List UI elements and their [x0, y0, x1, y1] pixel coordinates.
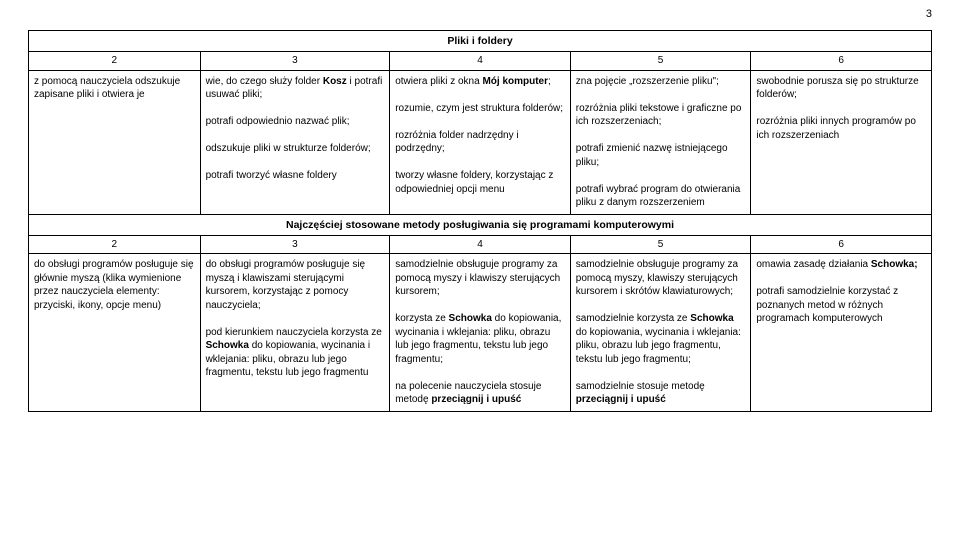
bold-text: Schowka [449, 313, 492, 324]
col-num: 4 [390, 235, 571, 254]
text: swobodnie porusza się po strukturze fold… [756, 76, 918, 101]
page-number: 3 [926, 8, 932, 20]
cell: swobodnie porusza się po strukturze fold… [751, 70, 932, 214]
section-header-row: Pliki i foldery [29, 31, 932, 52]
text: rozróżnia folder nadrzędny i podrzędny; [395, 130, 518, 155]
text: potrafi odpowiednio nazwać plik; [206, 116, 350, 127]
cell: omawia zasadę działania Schowka; potrafi… [751, 254, 932, 412]
col-num: 6 [751, 235, 932, 254]
cell: samodzielnie obsługuje programy za pomoc… [570, 254, 751, 412]
text: potrafi samodzielnie korzystać z poznany… [756, 286, 898, 324]
col-num: 4 [390, 52, 571, 71]
col-num: 5 [570, 52, 751, 71]
text: omawia zasadę działania [756, 259, 871, 270]
bold-text: Mój komputer [482, 76, 548, 87]
text: potrafi zmienić nazwę istniejącego pliku… [576, 143, 728, 168]
col-num: 2 [29, 235, 201, 254]
col-num: 5 [570, 235, 751, 254]
text: rozumie, czym jest struktura folderów; [395, 103, 563, 114]
col-num: 3 [200, 52, 390, 71]
text: pod kierunkiem nauczyciela korzysta ze [206, 327, 382, 338]
text: korzysta ze [395, 313, 448, 324]
text: samodzielnie obsługuje programy za pomoc… [395, 259, 560, 297]
bold-text: Schowka [690, 313, 733, 324]
text: do obsługi programów posługuje się główn… [34, 259, 194, 311]
bold-text: Schowka [206, 340, 249, 351]
number-row: 2 3 4 5 6 [29, 235, 932, 254]
text: do obsługi programów posługuje się myszą… [206, 259, 366, 311]
text: tworzy własne foldery, korzystając z odp… [395, 170, 553, 195]
text: potrafi tworzyć własne foldery [206, 170, 337, 181]
cell: zna pojęcie „rozszerzenie pliku"; rozróż… [570, 70, 751, 214]
cell: do obsługi programów posługuje się główn… [29, 254, 201, 412]
col-num: 6 [751, 52, 932, 71]
cell: otwiera pliki z okna Mój komputer; rozum… [390, 70, 571, 214]
content-table: Pliki i foldery 2 3 4 5 6 z pomocą naucz… [28, 30, 932, 412]
bold-text: przeciągnij i upuść [576, 394, 666, 405]
col-num: 3 [200, 235, 390, 254]
text: samodzielnie korzysta ze [576, 313, 691, 324]
text: otwiera pliki z okna [395, 76, 482, 87]
text: wie, do czego służy folder [206, 76, 323, 87]
table-row: do obsługi programów posługuje się główn… [29, 254, 932, 412]
cell: do obsługi programów posługuje się myszą… [200, 254, 390, 412]
cell: wie, do czego służy folder Kosz i potraf… [200, 70, 390, 214]
number-row: 2 3 4 5 6 [29, 52, 932, 71]
bold-text: Kosz [323, 76, 347, 87]
cell: samodzielnie obsługuje programy za pomoc… [390, 254, 571, 412]
text: zna pojęcie „rozszerzenie pliku"; [576, 76, 719, 87]
section-header-row: Najczęściej stosowane metody posługiwani… [29, 214, 932, 235]
text: z pomocą nauczyciela odszukuje zapisane … [34, 76, 180, 101]
text: ; [548, 76, 551, 87]
table-row: z pomocą nauczyciela odszukuje zapisane … [29, 70, 932, 214]
text: rozróżnia pliki tekstowe i graficzne po … [576, 103, 742, 128]
text: rozróżnia pliki innych programów po ich … [756, 116, 916, 141]
cell: z pomocą nauczyciela odszukuje zapisane … [29, 70, 201, 214]
section-title: Pliki i foldery [29, 31, 932, 52]
text: potrafi wybrać program do otwierania pli… [576, 184, 741, 209]
page: 3 Pliki i foldery 2 3 4 5 6 z pomocą nau… [0, 0, 960, 552]
text: do kopiowania, wycinania i wklejania: pl… [576, 327, 741, 365]
col-num: 2 [29, 52, 201, 71]
text: samodzielnie obsługuje programy za pomoc… [576, 259, 738, 297]
section-title: Najczęściej stosowane metody posługiwani… [29, 214, 932, 235]
bold-text: Schowka; [871, 259, 918, 270]
text: odszukuje pliki w strukturze folderów; [206, 143, 371, 154]
text: samodzielnie stosuje metodę [576, 381, 705, 392]
bold-text: przeciągnij i upuść [431, 394, 521, 405]
